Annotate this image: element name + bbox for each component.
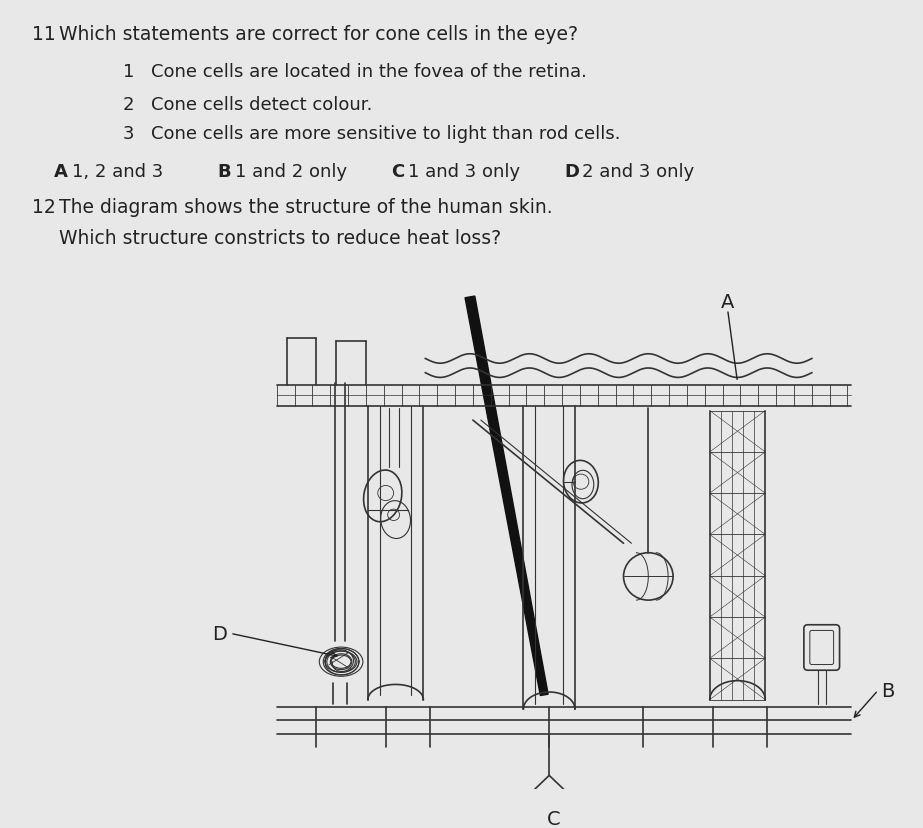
- Text: Which structure constricts to reduce heat loss?: Which structure constricts to reduce hea…: [59, 229, 501, 248]
- Text: D: D: [212, 624, 227, 643]
- Text: 2: 2: [123, 96, 135, 114]
- Text: 2 and 3 only: 2 and 3 only: [581, 163, 694, 181]
- Text: 3: 3: [123, 125, 135, 143]
- Text: A: A: [721, 293, 735, 312]
- Text: Cone cells are located in the fovea of the retina.: Cone cells are located in the fovea of t…: [150, 63, 587, 81]
- Text: 1: 1: [123, 63, 135, 81]
- Text: Cone cells detect colour.: Cone cells detect colour.: [150, 96, 372, 114]
- Text: 1, 2 and 3: 1, 2 and 3: [72, 163, 162, 181]
- Text: C: C: [390, 163, 404, 181]
- Text: A: A: [54, 163, 67, 181]
- Text: C: C: [547, 809, 561, 827]
- Polygon shape: [465, 296, 548, 696]
- Text: 12: 12: [32, 198, 55, 217]
- Text: The diagram shows the structure of the human skin.: The diagram shows the structure of the h…: [59, 198, 552, 217]
- Text: 1 and 3 only: 1 and 3 only: [409, 163, 521, 181]
- Text: D: D: [564, 163, 579, 181]
- Text: B: B: [217, 163, 231, 181]
- Text: Which statements are correct for cone cells in the eye?: Which statements are correct for cone ce…: [59, 25, 578, 44]
- Text: 1 and 2 only: 1 and 2 only: [235, 163, 347, 181]
- Text: 11: 11: [32, 25, 55, 44]
- Text: B: B: [881, 681, 894, 700]
- Text: Cone cells are more sensitive to light than rod cells.: Cone cells are more sensitive to light t…: [150, 125, 620, 143]
